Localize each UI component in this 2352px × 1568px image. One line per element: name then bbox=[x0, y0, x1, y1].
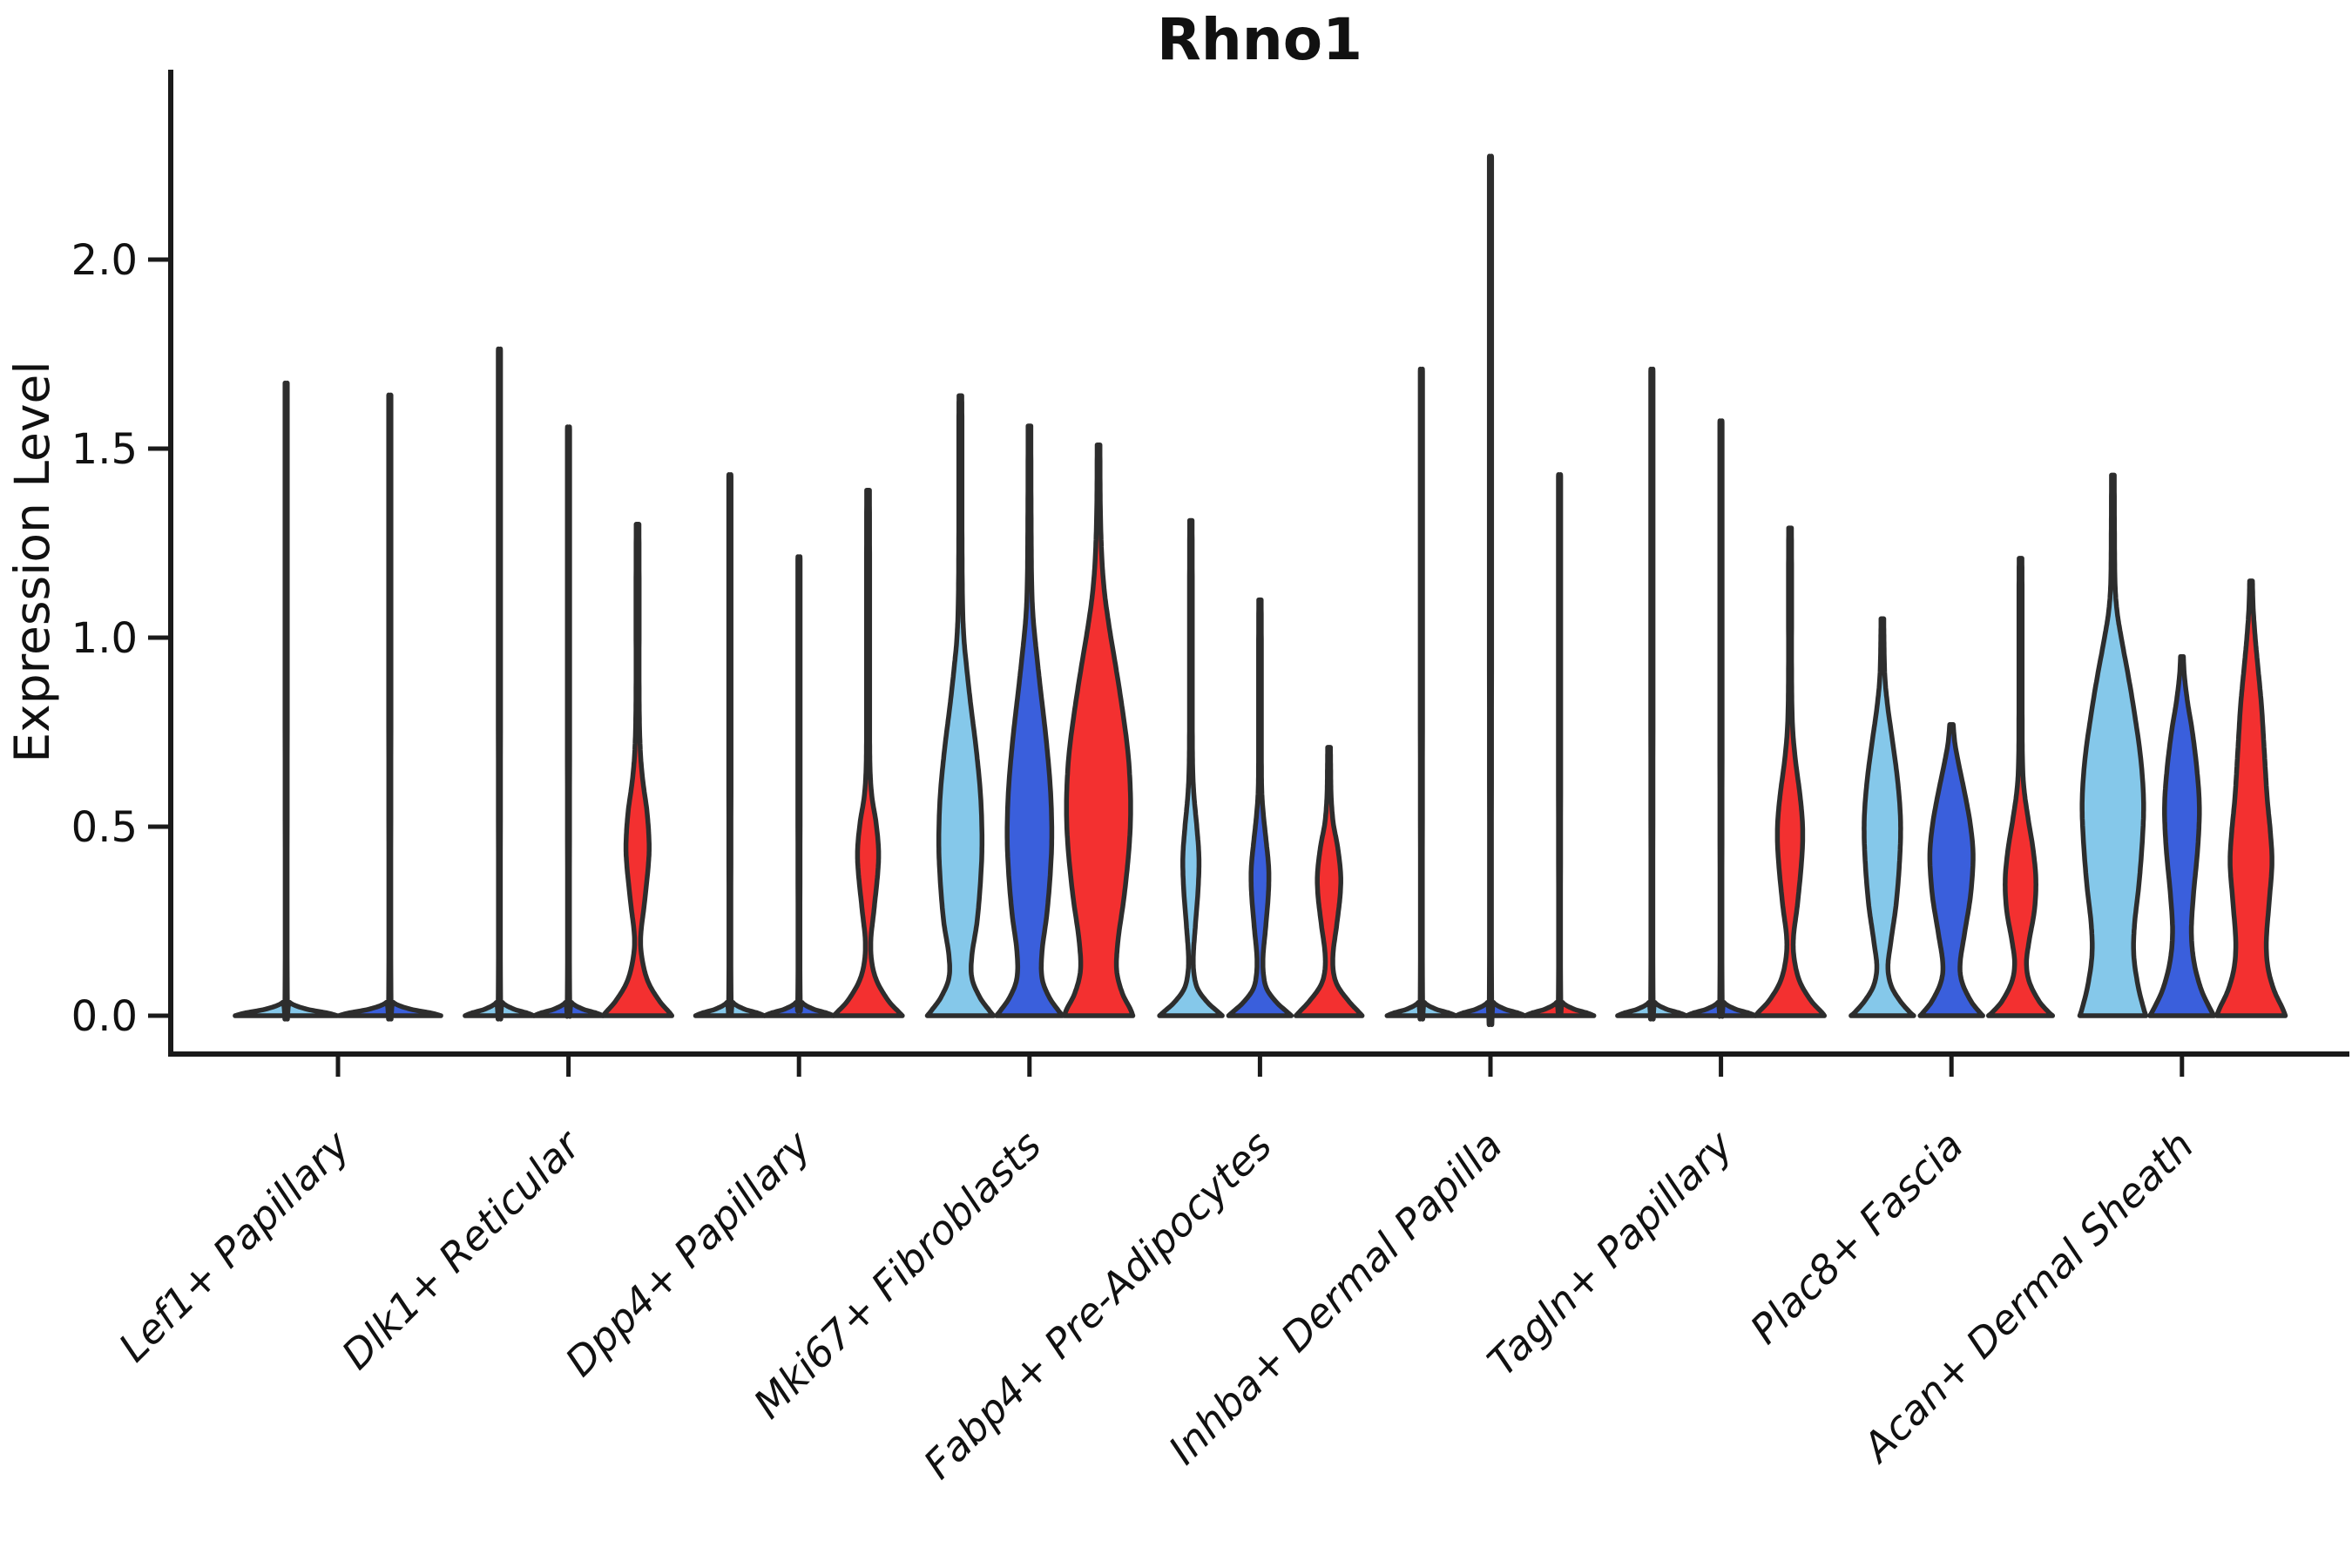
violin-group-plac8-fascia bbox=[1848, 556, 2056, 1018]
violin-group-dpp4-papillary bbox=[693, 472, 905, 1018]
violin-skyblue bbox=[1615, 366, 1689, 1022]
violin-royalblue bbox=[1684, 418, 1758, 1019]
violin-red bbox=[600, 522, 675, 1018]
x-tick-label: Dpp4+ Papillary bbox=[556, 1121, 820, 1385]
violin-skyblue bbox=[693, 472, 767, 1018]
violin-group-mki67-fibroblasts bbox=[924, 393, 1136, 1018]
y-tick-label: 0.0 bbox=[71, 992, 138, 1041]
violin-red bbox=[831, 487, 905, 1018]
violins-layer bbox=[233, 153, 2288, 1028]
violin-skyblue bbox=[463, 346, 537, 1022]
y-axis-label: Expression Level bbox=[4, 361, 60, 762]
violin-skyblue bbox=[924, 393, 997, 1018]
y-tick-label: 1.5 bbox=[71, 425, 138, 474]
violin-red bbox=[2213, 578, 2288, 1018]
violin-red bbox=[1293, 745, 1365, 1018]
violin-group-lef1-papillary bbox=[233, 380, 443, 1022]
violin-royalblue bbox=[2147, 653, 2217, 1018]
violin-skyblue bbox=[233, 380, 340, 1022]
violin-skyblue bbox=[1157, 517, 1225, 1018]
violin-group-inhba-dermal-papilla bbox=[1384, 153, 1597, 1028]
chart-title: Rhno1 bbox=[1157, 6, 1362, 73]
x-tick-label: Tagln+ Papillary bbox=[1478, 1121, 1742, 1385]
y-tick-label: 1.0 bbox=[71, 614, 138, 663]
violin-royalblue bbox=[1226, 597, 1294, 1018]
violin-royalblue bbox=[531, 424, 605, 1019]
violin-royalblue bbox=[1917, 722, 1985, 1018]
violin-skyblue bbox=[1848, 616, 1916, 1018]
y-tick-label: 2.0 bbox=[71, 236, 138, 285]
violin-skyblue bbox=[1384, 366, 1458, 1022]
x-tick-label: Lef1+ Papillary bbox=[110, 1121, 359, 1370]
violin-red bbox=[1985, 556, 2056, 1018]
x-tick-label: Plac8+ Fascia bbox=[1741, 1122, 1972, 1353]
violin-group-dlk1-reticular bbox=[463, 346, 675, 1022]
violin-group-tagln-papillary bbox=[1615, 366, 1828, 1022]
violin-group-fabp4-pre-adipocytes bbox=[1157, 517, 1365, 1018]
violin-group-acan-dermal-sheath bbox=[2077, 472, 2288, 1018]
violin-royalblue bbox=[994, 423, 1065, 1018]
violin-skyblue bbox=[2077, 472, 2149, 1018]
x-tick-label: Dlk1+ Reticular bbox=[333, 1119, 591, 1378]
violin-royalblue bbox=[762, 554, 836, 1018]
y-tick-label: 0.5 bbox=[71, 803, 138, 852]
violin-red bbox=[1061, 442, 1136, 1018]
violin-red bbox=[1523, 472, 1597, 1018]
violin-royalblue bbox=[1453, 153, 1528, 1028]
violin-royalblue bbox=[336, 392, 443, 1022]
violin-red bbox=[1753, 525, 1828, 1018]
